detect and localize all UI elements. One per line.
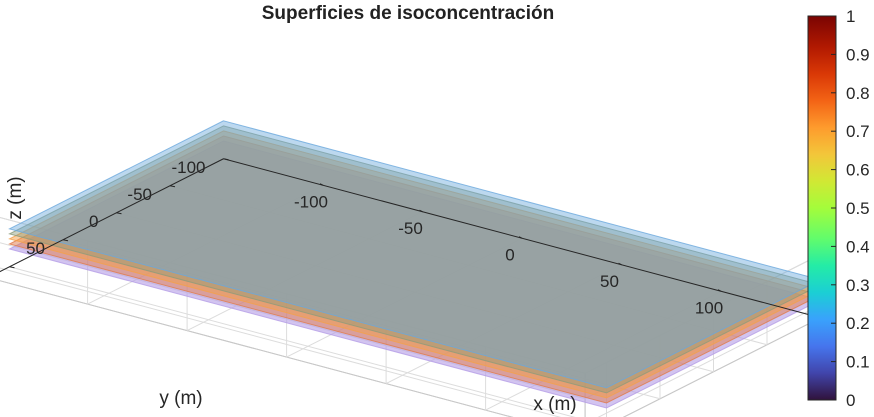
y-tick-mark: [116, 212, 122, 215]
colorbar-tick-label: 0.1: [846, 353, 870, 372]
isosurface-4: [8, 120, 822, 389]
colorbar: 0 0.1 0.2 0.3 0.4 0.5 0.6 0.7 0.8 0.9 1: [807, 7, 870, 410]
x-axis-title: x (m): [533, 394, 576, 415]
colorbar-tick-label: 0.7: [846, 122, 870, 141]
y-tick-mark: [9, 266, 15, 269]
colorbar-tick-label: 1: [846, 7, 855, 26]
x-tick-mark: [618, 262, 622, 266]
x-tick-mark: [319, 183, 324, 186]
colorbar-tick-label: 0.6: [846, 161, 870, 180]
chart-title: Superficies de isoconcentración: [262, 3, 554, 24]
x-tick-mark: [518, 236, 523, 239]
grid-line-z: [0, 267, 562, 417]
x-tick-label: 50: [600, 272, 619, 291]
colorbar-tick-label: 0.2: [846, 314, 870, 333]
x-tick-mark: [419, 209, 423, 213]
x-tick-label: -50: [398, 219, 423, 238]
y-tick-label: -100: [171, 158, 205, 177]
colorbar-tick-label: 0.8: [846, 84, 870, 103]
y-tick-label: 0: [89, 212, 98, 231]
x-tick-mark: [717, 289, 722, 292]
y-tick-mark: [223, 158, 229, 161]
x-tick-label: -100: [294, 192, 328, 211]
y-tick-mark: [62, 239, 69, 242]
colorbar-tick-label: 0.9: [846, 45, 870, 64]
grid-line-z-side: [597, 304, 821, 417]
isosurface-3: [8, 125, 822, 394]
x-tick-label: 100: [695, 298, 723, 317]
x-tick-label: 0: [505, 245, 514, 264]
surfaces: [8, 120, 822, 409]
y-axis-title: y (m): [159, 388, 202, 409]
y-tick-label: 50: [26, 239, 45, 258]
colorbar-tick-label: 0: [846, 391, 855, 410]
z-axis-title: z (m): [5, 176, 26, 219]
colorbar-tick-label: 0.3: [846, 276, 870, 295]
y-tick-mark: [169, 185, 176, 188]
isosurface-2: [8, 130, 822, 399]
y-axis-line: [0, 158, 224, 273]
colorbar-tick-label: 0.4: [846, 237, 870, 256]
colorbar-tick-label: 0.5: [846, 199, 870, 218]
y-tick-label: -50: [127, 185, 152, 204]
grid-line-y: [9, 266, 576, 417]
